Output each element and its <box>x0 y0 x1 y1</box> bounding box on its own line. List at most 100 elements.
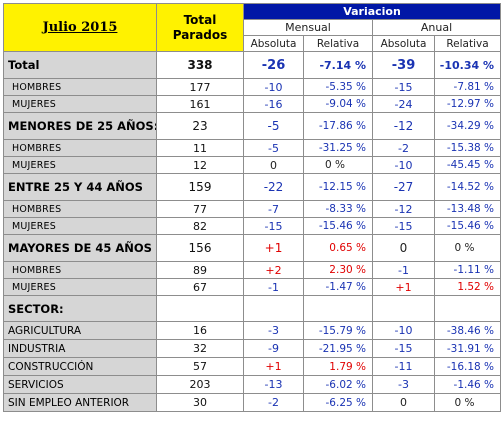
row-mensual-relativa: -1.47 % <box>303 278 373 296</box>
row-anual-absoluta: -27 <box>372 173 435 201</box>
table-row: HOMBRES 177 -10 -5.35 % -15 -7.81 % <box>3 78 502 96</box>
row-mensual-absoluta: -1 <box>243 278 304 296</box>
row-mensual-absoluta: +1 <box>243 234 304 262</box>
row-mensual-relativa: -15.46 % <box>303 217 373 235</box>
row-anual-absoluta: -39 <box>372 51 435 79</box>
header-variacion: Variacion <box>242 3 502 20</box>
row-anual-relativa: -10.34 % <box>433 51 502 79</box>
table-row-category: ENTRE 25 Y 44 AÑOS 159 -22 -12.15 % -27 … <box>3 173 502 201</box>
header-anual-absoluta: Absoluta <box>372 35 435 52</box>
row-empty <box>156 295 244 322</box>
row-mensual-relativa: -15.79 % <box>303 321 373 340</box>
table-row: SERVICIOS 203 -13 -6.02 % -3 -1.46 % <box>3 375 502 394</box>
row-anual-relativa: -12.97 % <box>433 95 502 113</box>
header-total-line2: Parados <box>172 27 228 42</box>
row-mensual-absoluta: -7 <box>243 200 304 218</box>
row-mensual-relativa: -8.33 % <box>303 200 373 218</box>
table-row: INDUSTRIA 32 -9 -21.95 % -15 -31.91 % <box>3 339 502 358</box>
row-empty <box>243 295 304 322</box>
row-value: 338 <box>156 51 244 79</box>
row-anual-absoluta: -11 <box>372 357 435 376</box>
row-anual-absoluta: -1 <box>372 261 435 279</box>
row-mensual-absoluta: -22 <box>243 173 304 201</box>
row-anual-absoluta: -2 <box>372 139 435 157</box>
row-label: HOMBRES <box>3 261 157 279</box>
table-row: SIN EMPLEO ANTERIOR 30 -2 -6.25 % 0 0 % <box>3 393 502 412</box>
row-label: AGRICULTURA <box>3 321 157 340</box>
row-empty <box>372 295 435 322</box>
row-value: 11 <box>156 139 244 157</box>
row-mensual-absoluta: -9 <box>243 339 304 358</box>
row-label: MUJERES <box>3 217 157 235</box>
row-value: 12 <box>156 156 244 174</box>
header-mensual-relativa: Relativa <box>303 35 373 52</box>
row-label: ENTRE 25 Y 44 AÑOS <box>3 173 157 201</box>
row-mensual-absoluta: -5 <box>243 112 304 140</box>
row-value: 159 <box>156 173 244 201</box>
row-anual-absoluta: +1 <box>372 278 435 296</box>
table-row: MUJERES 161 -16 -9.04 % -24 -12.97 % <box>3 95 502 113</box>
row-value: 23 <box>156 112 244 140</box>
row-mensual-absoluta: -15 <box>243 217 304 235</box>
row-mensual-relativa: -5.35 % <box>303 78 373 96</box>
row-anual-relativa: -13.48 % <box>433 200 502 218</box>
row-mensual-absoluta: -10 <box>243 78 304 96</box>
row-mensual-absoluta: -26 <box>243 51 304 79</box>
row-value: 77 <box>156 200 244 218</box>
header-mensual-absoluta: Absoluta <box>243 35 304 52</box>
table-row: MUJERES 67 -1 -1.47 % +1 1.52 % <box>3 278 502 296</box>
row-label: Total <box>3 51 157 79</box>
row-label: MUJERES <box>3 156 157 174</box>
row-label: MUJERES <box>3 278 157 296</box>
row-anual-relativa: -31.91 % <box>433 339 502 358</box>
table-row-category: MAYORES DE 45 AÑOS 156 +1 0.65 % 0 0 % <box>3 234 502 262</box>
row-mensual-absoluta: +1 <box>243 357 304 376</box>
row-anual-relativa: -15.46 % <box>433 217 502 235</box>
row-label: SERVICIOS <box>3 375 157 394</box>
row-anual-absoluta: -12 <box>372 112 435 140</box>
row-value: 57 <box>156 357 244 376</box>
row-label: MENORES DE 25 AÑOS: <box>3 112 157 140</box>
header-anual: Anual <box>371 19 502 36</box>
row-mensual-relativa: -7.14 % <box>303 51 373 79</box>
row-anual-absoluta: 0 <box>372 393 435 412</box>
row-anual-relativa: 1.52 % <box>433 278 502 296</box>
row-mensual-relativa: -21.95 % <box>303 339 373 358</box>
row-label: INDUSTRIA <box>3 339 157 358</box>
row-anual-relativa: -15.38 % <box>433 139 502 157</box>
row-value: 67 <box>156 278 244 296</box>
row-label: CONSTRUCCIÓN <box>3 357 157 376</box>
header-total-line1: Total <box>183 12 217 27</box>
table-row: MUJERES 12 0 0 % -10 -45.45 % <box>3 156 502 174</box>
row-mensual-relativa: -17.86 % <box>303 112 373 140</box>
row-anual-relativa: -16.18 % <box>433 357 502 376</box>
row-empty <box>433 295 502 322</box>
table-row-category: SECTOR: <box>3 295 502 322</box>
header-title: Julio 2015 <box>3 3 157 52</box>
row-mensual-relativa: 2.30 % <box>303 261 373 279</box>
row-anual-absoluta: -12 <box>372 200 435 218</box>
row-anual-absoluta: -15 <box>372 217 435 235</box>
row-anual-relativa: -34.29 % <box>433 112 502 140</box>
row-mensual-relativa: -6.25 % <box>303 393 373 412</box>
row-mensual-relativa: -9.04 % <box>303 95 373 113</box>
row-label: HOMBRES <box>3 139 157 157</box>
row-anual-relativa: 0 % <box>433 234 502 262</box>
row-mensual-relativa: -6.02 % <box>303 375 373 394</box>
row-mensual-relativa: 0 % <box>303 156 373 174</box>
row-anual-absoluta: -15 <box>372 78 435 96</box>
row-mensual-relativa: 1.79 % <box>303 357 373 376</box>
table-row: MUJERES 82 -15 -15.46 % -15 -15.46 % <box>3 217 502 235</box>
row-anual-relativa: 0 % <box>433 393 502 412</box>
row-mensual-absoluta: -3 <box>243 321 304 340</box>
row-value: 177 <box>156 78 244 96</box>
row-label: MAYORES DE 45 AÑOS <box>3 234 157 262</box>
row-anual-absoluta: -3 <box>372 375 435 394</box>
paro-table: Julio 2015 Total Parados Variacion Mensu… <box>3 3 502 412</box>
row-value: 161 <box>156 95 244 113</box>
row-label: SECTOR: <box>3 295 157 322</box>
table-row-total: Total 338 -26 -7.14 % -39 -10.34 % <box>3 51 502 79</box>
row-value: 203 <box>156 375 244 394</box>
row-mensual-absoluta: -13 <box>243 375 304 394</box>
table-row: HOMBRES 11 -5 -31.25 % -2 -15.38 % <box>3 139 502 157</box>
